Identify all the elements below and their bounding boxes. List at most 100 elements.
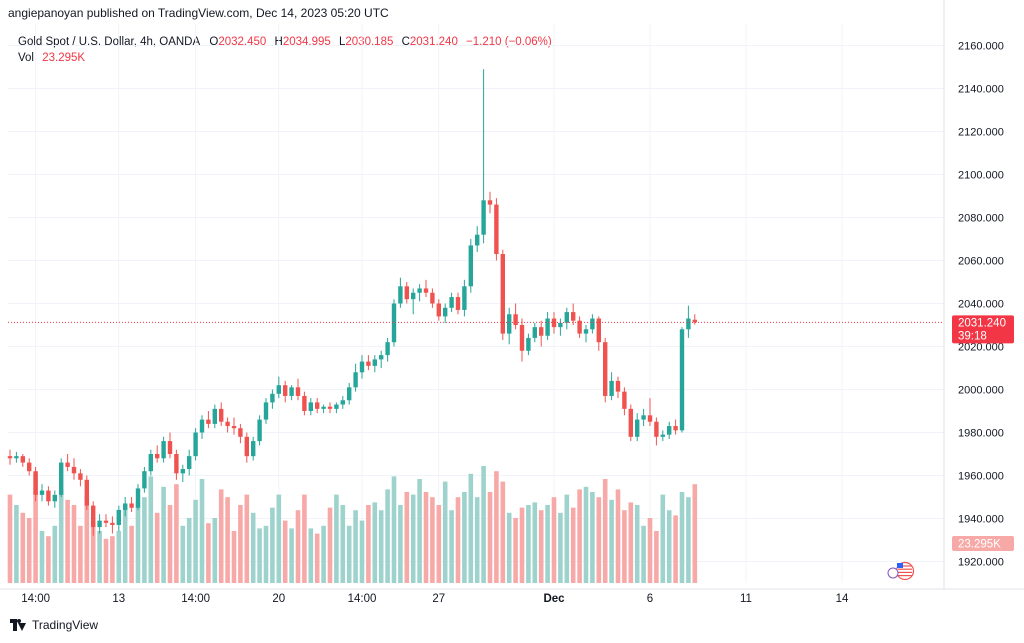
candle-body — [404, 286, 409, 300]
volume-bar — [289, 528, 294, 583]
candle-body — [635, 419, 640, 437]
footer-brand[interactable]: TradingView — [10, 618, 98, 632]
y-tick-label: 2100.000 — [958, 170, 1004, 182]
volume-bar — [660, 494, 666, 583]
volume-bar — [500, 481, 506, 583]
candle-body — [462, 286, 467, 310]
candle-body — [206, 419, 211, 424]
y-tick-label: 2120.000 — [958, 127, 1004, 139]
volume-bar — [58, 489, 64, 583]
volume-tag — [952, 536, 1014, 551]
countdown-label: 39:18 — [958, 330, 987, 342]
volume-bar — [103, 538, 109, 583]
candle-body — [308, 402, 313, 411]
candle-body — [590, 318, 595, 330]
candle-body — [7, 456, 13, 459]
last-price-label: 2031.240 — [958, 317, 1006, 329]
volume-bar — [654, 531, 659, 583]
x-tick-label: 13 — [112, 593, 125, 605]
candle-body — [103, 520, 109, 523]
volume-bar — [244, 494, 250, 583]
candle-body — [539, 327, 544, 336]
volume-bar — [148, 476, 154, 583]
volume-bar — [238, 505, 243, 583]
candle-body — [302, 395, 307, 411]
candle-body — [315, 402, 320, 409]
volume-bar — [97, 531, 102, 583]
y-tick-label: 2140.000 — [958, 84, 1004, 96]
candle-body — [340, 400, 345, 405]
y-tick-label: 1940.000 — [958, 514, 1004, 526]
candle-body — [244, 436, 249, 457]
candle-body — [123, 503, 128, 510]
candle-body — [353, 372, 358, 388]
volume-bar — [404, 492, 410, 583]
candle-body — [667, 426, 672, 435]
volume-bar — [686, 497, 691, 583]
volume-bar — [14, 505, 19, 583]
volume-bar — [673, 515, 678, 583]
y-tick-label: 2060.000 — [958, 256, 1004, 268]
candle-layer — [7, 69, 697, 536]
volume-bar — [154, 512, 160, 583]
volume-key[interactable]: Vol — [18, 52, 34, 64]
candle-body — [628, 408, 633, 437]
x-tick-label: 14:00 — [348, 593, 377, 605]
candle-body — [20, 456, 25, 463]
candle-body — [481, 200, 486, 235]
volume-bar — [110, 536, 115, 583]
candle-body — [692, 319, 697, 323]
candle-body — [263, 402, 269, 420]
volume-bar — [225, 497, 230, 583]
volume-bar — [295, 510, 301, 583]
volume-bar — [340, 505, 346, 583]
candle-body — [430, 292, 435, 304]
volume-bar — [449, 510, 454, 583]
candle-body — [519, 325, 525, 351]
candle-body — [398, 286, 403, 304]
candle-body — [449, 297, 454, 308]
candle-body — [251, 441, 256, 457]
candle-body — [295, 387, 301, 396]
x-tick-label: 20 — [272, 593, 285, 605]
volume-bar — [314, 533, 320, 583]
candle-body — [622, 391, 627, 409]
candle-body — [91, 505, 96, 528]
candle-body — [257, 419, 262, 442]
tradingview-logo-icon — [10, 619, 26, 631]
candle-body — [615, 380, 621, 392]
volume-layer — [7, 466, 698, 583]
volume-bar — [321, 525, 326, 583]
volume-bar — [506, 512, 512, 583]
volume-bar — [481, 466, 486, 583]
candle-body — [46, 490, 51, 502]
volume-bar — [596, 497, 602, 583]
volume-bar — [270, 507, 275, 583]
candle-body — [199, 419, 205, 433]
volume-bar — [532, 502, 538, 583]
candle-body — [78, 473, 83, 480]
candle-body — [686, 318, 691, 330]
x-tick-label: 14:00 — [181, 593, 210, 605]
volume-bar — [7, 494, 13, 583]
volume-bar — [167, 505, 173, 583]
y-tick-label: 2040.000 — [958, 299, 1004, 311]
volume-bar — [46, 536, 51, 583]
volume-bar — [602, 479, 608, 583]
volume-bar — [52, 525, 58, 583]
candle-body — [39, 490, 45, 495]
volume-bar — [20, 512, 26, 583]
candle-body — [417, 288, 422, 293]
candle-body — [468, 245, 473, 287]
candle-body — [167, 441, 173, 454]
volume-bar — [135, 502, 141, 583]
volume-bar — [116, 531, 122, 583]
candle-body — [347, 387, 352, 401]
candle-body — [564, 312, 569, 323]
volume-bar — [558, 512, 563, 583]
volume-bar — [186, 518, 192, 583]
candle-body — [65, 462, 70, 467]
volume-bar — [641, 525, 646, 583]
volume-bar — [590, 492, 595, 583]
